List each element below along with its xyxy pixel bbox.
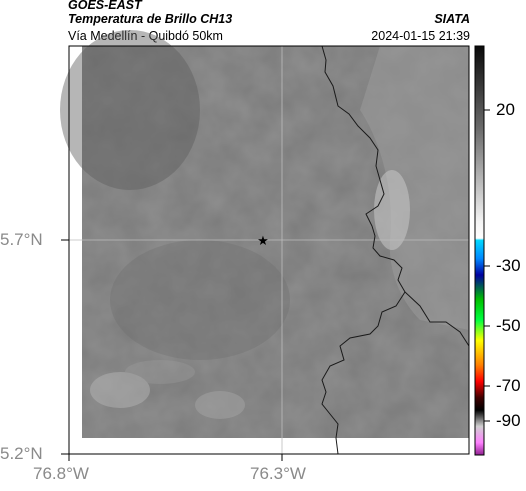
boundary-line xyxy=(321,45,406,455)
lat-label: 5.7°N xyxy=(0,230,43,249)
colorbar-tick: -90 xyxy=(496,411,521,430)
region-subtitle: Vía Medellín - Quibdó 50km xyxy=(68,29,223,43)
lon-label: 76.8°W xyxy=(33,464,89,483)
satellite-image xyxy=(60,30,469,438)
lat-label: 5.2°N xyxy=(0,444,43,463)
star-marker-icon: ★ xyxy=(257,233,269,248)
lon-label: 76.3°W xyxy=(250,464,306,483)
organization-label: SIATA xyxy=(434,12,470,26)
colorbar-tick: -30 xyxy=(496,256,521,275)
timestamp: 2024-01-15 21:39 xyxy=(371,29,470,43)
boundary-line-east xyxy=(404,291,470,347)
map-frame xyxy=(68,45,470,455)
colorbar-tick: -70 xyxy=(496,376,521,395)
colorbar-tick: 20 xyxy=(496,100,515,119)
product-title: Temperatura de Brillo CH13 xyxy=(68,12,233,26)
satellite-name: GOES-EAST xyxy=(68,0,142,12)
colorbar xyxy=(474,45,490,456)
colorbar-tick: -50 xyxy=(496,316,521,335)
